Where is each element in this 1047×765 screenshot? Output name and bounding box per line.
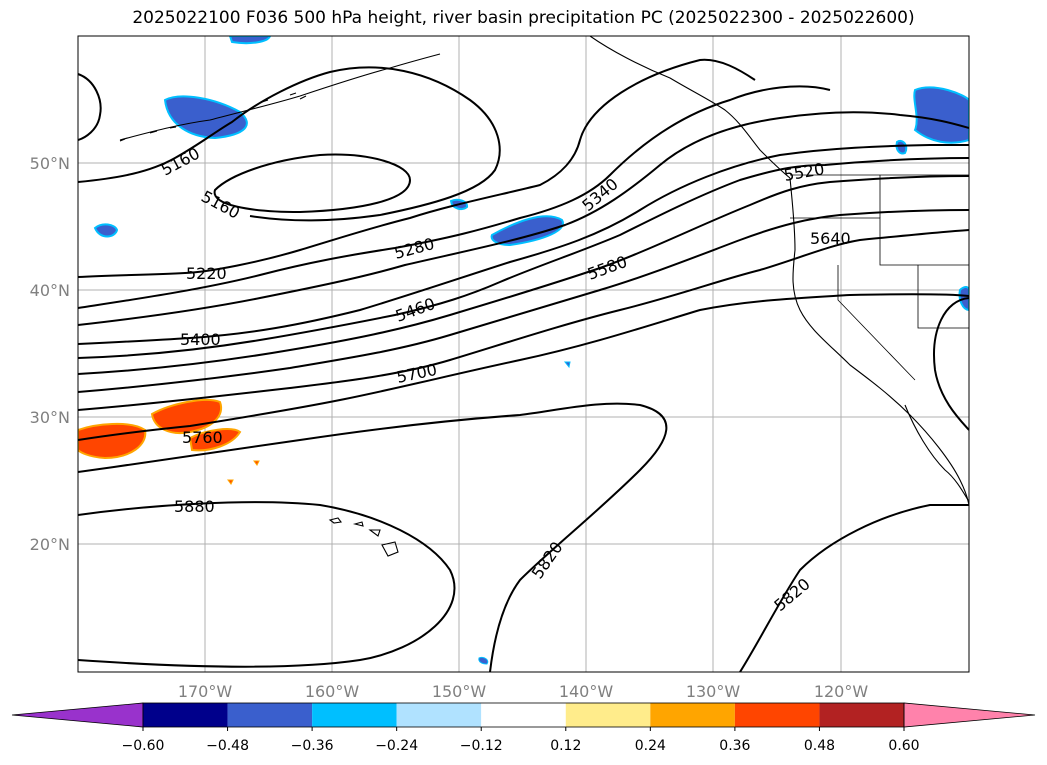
map-background	[78, 36, 969, 672]
state-boundary	[790, 217, 969, 266]
contour-label: 5880	[174, 497, 215, 516]
contour-5820-west	[78, 501, 456, 668]
hawaiian-islands	[328, 517, 399, 557]
west-coast-usa	[789, 177, 969, 506]
colorbar-segment	[734, 703, 820, 727]
lon-label: 150°W	[432, 682, 487, 701]
lon-label: 130°W	[686, 682, 741, 701]
contour-5160-closed	[213, 153, 412, 214]
colorbar-segment	[396, 703, 482, 727]
colorbar-segment	[565, 703, 651, 727]
state-boundary	[837, 265, 916, 381]
contour-label: 5220	[186, 264, 227, 283]
colorbar-tick-label: 0.36	[719, 738, 750, 754]
contour-5760	[78, 402, 668, 672]
alaska-peninsula-coast	[119, 53, 441, 141]
contour-label: 5400	[180, 330, 221, 349]
colorbar-tick-label: −0.24	[375, 738, 418, 754]
colorbar-tick-label: 0.60	[888, 738, 919, 754]
precip-negative-area	[490, 215, 564, 247]
latitude-labels: 50°N 40°N 30°N 20°N	[30, 154, 70, 554]
colorbar-outline	[142, 702, 905, 728]
height-contours	[78, 58, 969, 672]
contour-label: 5640	[810, 229, 851, 248]
longitude-labels: 170°W 160°W 150°W 140°W 130°W 120°W	[178, 682, 869, 701]
lon-label: 140°W	[559, 682, 614, 701]
colorbar-tick-label: −0.60	[122, 738, 165, 754]
colorbar: −0.60 −0.48 −0.36 −0.24 −0.12 0.12 0.24 0.36 0.4…	[11, 702, 1036, 754]
precip-negative-area	[163, 95, 248, 140]
colorbar-tick-label: 0.24	[635, 738, 666, 754]
lon-label: 120°W	[814, 682, 869, 701]
lat-label: 20°N	[30, 535, 70, 554]
contour-5520	[78, 175, 969, 375]
colorbar-extend-min	[11, 702, 144, 728]
precip-negative-area	[93, 223, 119, 238]
contour-5340	[78, 111, 969, 326]
contour-5640	[78, 229, 969, 411]
contour-5580	[78, 209, 969, 393]
colorbar-tick-label: 0.12	[550, 738, 581, 754]
graticule	[78, 36, 969, 672]
lon-label: 170°W	[178, 682, 233, 701]
contour-5820-east	[933, 297, 969, 431]
contour-5220	[78, 58, 756, 278]
lat-label: 40°N	[30, 281, 70, 300]
contour-5400	[78, 144, 969, 345]
map-title: 2025022100 F036 500 hPa height, river ba…	[132, 8, 915, 28]
colorbar-segment	[819, 703, 904, 727]
contour-5460	[78, 157, 969, 359]
colorbar-segment	[650, 703, 735, 727]
baja-california	[904, 404, 969, 501]
map-frame	[77, 35, 970, 673]
precip-negative-area	[563, 361, 571, 369]
lat-label: 30°N	[30, 408, 70, 427]
contour-5160-west	[78, 73, 102, 141]
contour-5160-north	[78, 66, 501, 222]
precip-negative-area	[895, 140, 908, 155]
contour-5820-south	[739, 504, 969, 672]
precip-negative-area	[913, 86, 969, 144]
lat-label: 50°N	[30, 154, 70, 173]
colorbar-tick-label: 0.48	[804, 738, 835, 754]
precip-negative-area	[478, 657, 489, 665]
colorbar-tick-label: −0.48	[206, 738, 249, 754]
colorbar-segment	[143, 703, 228, 727]
precip-positive-area	[188, 428, 242, 452]
colorbar-segment	[227, 703, 313, 727]
state-boundary	[879, 175, 969, 329]
precip-positive-area	[253, 460, 260, 466]
contour-5280	[78, 85, 831, 309]
colorbar-tick-label: −0.36	[291, 738, 334, 754]
colorbar-segment	[481, 703, 566, 727]
colorbar-extend-max	[903, 702, 1036, 728]
lon-label: 160°W	[305, 682, 360, 701]
contour-label: 5760	[182, 428, 223, 447]
precip-positive-area	[227, 479, 234, 485]
colorbar-tick-label: −0.12	[460, 738, 503, 754]
colorbar-segment	[312, 703, 397, 727]
borders	[790, 174, 969, 381]
contour-5700	[78, 293, 969, 441]
